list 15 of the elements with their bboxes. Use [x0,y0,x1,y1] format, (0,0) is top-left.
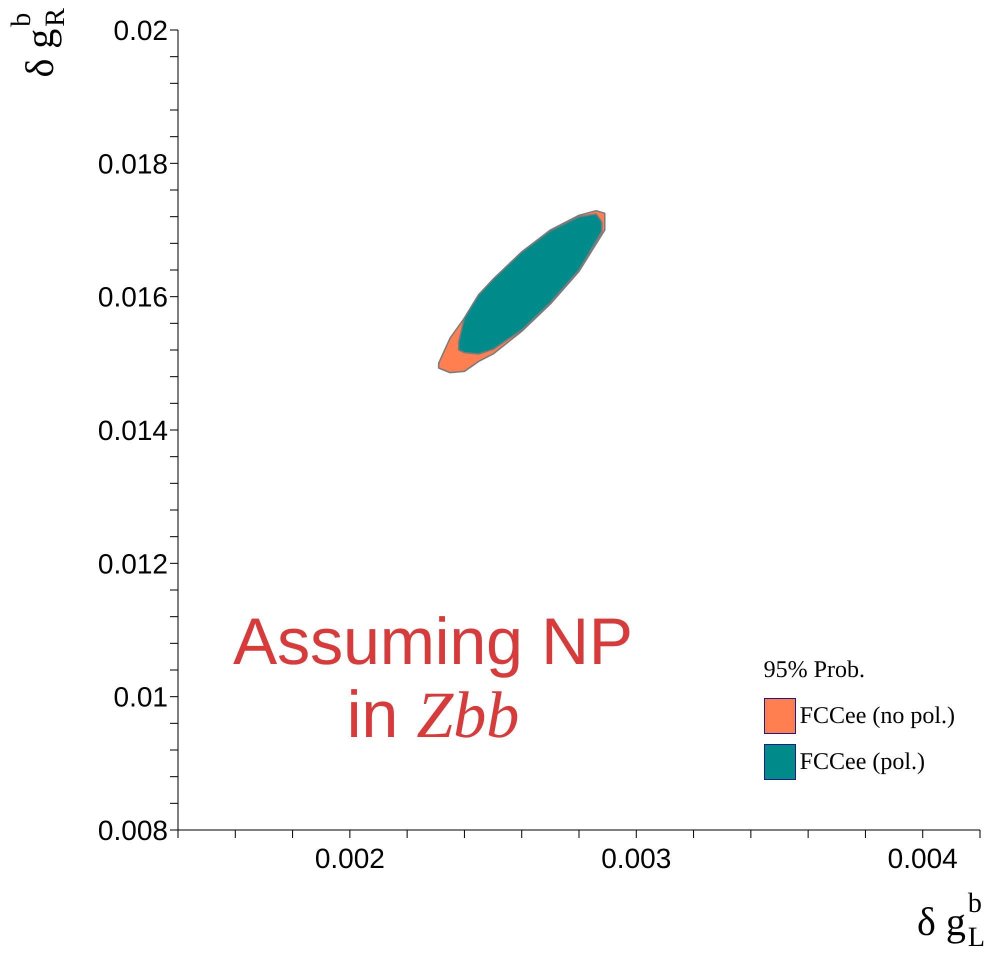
y-axis-title: δ gbR [6,8,71,78]
y-tick-label: 0.012 [98,548,168,580]
x-tick-label: 0.002 [314,842,385,874]
y-tick-label: 0.01 [114,682,168,713]
legend-label: FCCee (pol.) [800,748,925,776]
x-tick-label: 0.003 [601,842,672,874]
annotation: Assuming NP in Zbb [232,604,634,752]
legend-title: 95% Prob. [764,657,866,684]
y-tick-label: 0.016 [98,282,168,313]
y-tick-label: 0.014 [98,414,168,446]
y-tick-label: 0.018 [98,148,168,180]
y-tick-label: 0.02 [114,14,168,46]
x-tick-label: 0.004 [888,842,958,874]
legend-label: FCCee (no pol.) [800,702,955,730]
y-tick-label: 0.008 [98,814,168,846]
